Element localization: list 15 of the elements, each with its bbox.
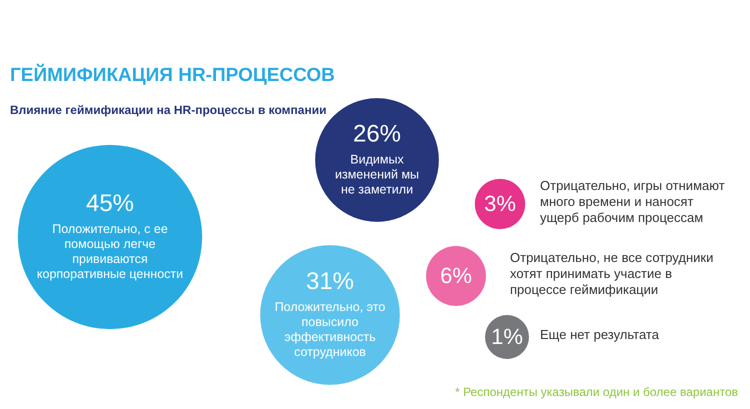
- category-label: Отрицательно, не все сотрудники хотят принимать участие в процессе геймификации: [510, 250, 714, 297]
- category-label: Видимых изменений мы не заметили: [334, 152, 420, 196]
- data-label: 6%: [440, 263, 472, 288]
- text: ГЕЙМИФИКАЦИЯ HR-ПРОЦЕССОВ: [10, 63, 335, 86]
- data-label: 45%: [86, 190, 134, 217]
- text: Влияние геймификации на HR-процессы в компании: [10, 103, 326, 117]
- data-label: 31%: [306, 268, 354, 295]
- data-label: 3%: [484, 191, 516, 216]
- category-label: Еще нет результата: [540, 327, 660, 342]
- text: * Респонденты указывали один и более вариантов: [455, 385, 738, 399]
- data-label: 26%: [352, 120, 402, 148]
- data-label: 1%: [491, 324, 523, 349]
- category-label: Положительно, это повысило эффективность сотрудников: [274, 300, 386, 359]
- category-label: Отрицательно, игры отнимают много времени и наносят ущерб рабочим процессам: [540, 178, 725, 225]
- category-label: Положительно, с ее помощью легче прививаются корпоративные ценности: [36, 222, 184, 281]
